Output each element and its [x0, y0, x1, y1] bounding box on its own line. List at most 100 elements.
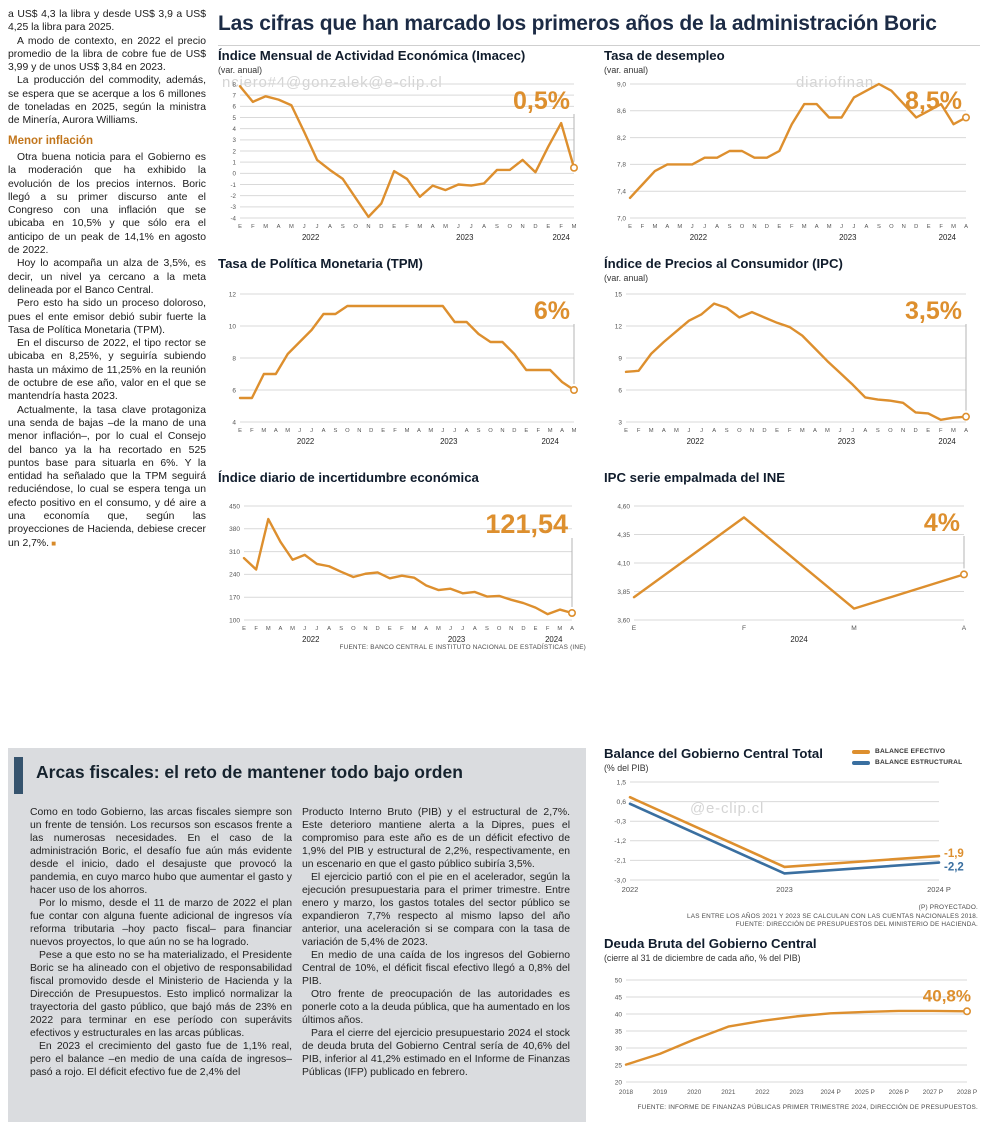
svg-text:-3,0: -3,0	[614, 877, 626, 884]
svg-text:10: 10	[229, 323, 237, 330]
imacec-line-chart: 8 7 6 5 4 3 2 1 0 -1 -2 -3 -4 E F M A M J J A S O N D E F M A M J J A S O N…	[218, 76, 586, 253]
svg-text:J: J	[688, 428, 691, 434]
svg-text:J: J	[461, 626, 464, 632]
paragraph: A modo de contexto, en 2022 el precio pr…	[8, 35, 206, 74]
legend-label: BALANCE EFECTIVO	[875, 748, 946, 755]
svg-text:2024: 2024	[541, 437, 559, 446]
svg-text:N: N	[500, 428, 504, 434]
svg-text:2023: 2023	[440, 437, 457, 446]
svg-text:A: A	[465, 428, 469, 434]
paragraph: Para el cierre del ejercicio presupuesta…	[302, 1028, 570, 1078]
watermark-text: diariofinan	[796, 74, 875, 91]
svg-text:J: J	[316, 224, 319, 230]
svg-text:J: J	[449, 626, 452, 632]
svg-text:M: M	[827, 224, 832, 230]
left-article-bottom: Otra buena noticia para el Gobierno es l…	[8, 151, 206, 550]
svg-text:A: A	[328, 224, 332, 230]
svg-text:2: 2	[233, 148, 237, 155]
article-end-icon: ■	[49, 538, 57, 548]
fiscal-article-box	[8, 748, 586, 1122]
svg-text:310: 310	[229, 549, 240, 556]
svg-text:-1,9: -1,9	[944, 848, 964, 860]
desempleo-chart-block: Tasa de desempleo (var. anual) 9,0 8,6 8,2…	[604, 48, 978, 253]
svg-text:-2: -2	[230, 193, 236, 200]
svg-text:A: A	[865, 224, 869, 230]
desempleo-chart-title: Tasa de desempleo	[604, 48, 725, 63]
svg-text:0,5%: 0,5%	[513, 87, 570, 115]
svg-text:2022: 2022	[687, 437, 704, 446]
deuda-chart-subtitle: (cierre al 31 de diciembre de cada año, …	[604, 953, 801, 963]
svg-text:J: J	[457, 224, 460, 230]
blue-line-swatch-icon	[852, 760, 870, 765]
svg-text:E: E	[546, 224, 550, 230]
balance-chart-notes: (P) PROYECTADO. LAS ENTRE LOS AÑOS 2021 …	[604, 904, 978, 930]
ipc-chart-title: Índice de Precios al Consumidor (IPC)	[604, 256, 843, 271]
svg-text:O: O	[889, 224, 894, 230]
svg-text:E: E	[926, 428, 930, 434]
svg-text:N: N	[901, 428, 905, 434]
svg-text:E: E	[777, 224, 781, 230]
svg-text:-4: -4	[230, 215, 236, 222]
svg-text:N: N	[509, 626, 513, 632]
svg-text:O: O	[488, 428, 493, 434]
svg-text:2022: 2022	[690, 233, 707, 242]
svg-text:F: F	[536, 428, 540, 434]
tpm-line-chart: 12 10 8 6 4 E F M A M J J A S O N D E F M A M J J A S O N D E F M A M 2022…	[218, 284, 586, 457]
ipc-empalmada-chart-title: IPC serie empalmada del INE	[604, 470, 786, 485]
svg-text:O: O	[345, 428, 350, 434]
imacec-chart-subtitle: (var. anual)	[218, 65, 263, 75]
svg-text:F: F	[546, 626, 550, 632]
left-article-subhead: Menor inflación	[8, 134, 93, 147]
svg-text:F: F	[788, 428, 792, 434]
svg-text:O: O	[497, 626, 502, 632]
svg-text:D: D	[521, 626, 525, 632]
svg-text:F: F	[254, 626, 258, 632]
deuda-chart-block: Deuda Bruta del Gobierno Central (cierre…	[604, 936, 979, 1103]
svg-text:A: A	[322, 428, 326, 434]
paragraph: Actualmente, la tasa clave protagoniza u…	[8, 404, 206, 549]
imacec-chart-block: Índice Mensual de Actividad Económica (I…	[218, 48, 586, 253]
svg-text:E: E	[524, 428, 528, 434]
page-title: Las cifras que han marcado los primeros …	[218, 12, 980, 46]
svg-text:6: 6	[232, 387, 236, 394]
watermark-text: nciero#4@gonzalek@e-clip.cl	[222, 74, 443, 91]
svg-text:50: 50	[615, 977, 623, 984]
svg-text:D: D	[533, 224, 537, 230]
balance-line-chart: 1,5 0,6 -0,3 -1,2 -2,1 -3,0 2022 2023 2024 P -1,9…	[604, 774, 979, 901]
svg-text:F: F	[393, 428, 397, 434]
tpm-chart-subtitle	[218, 273, 586, 284]
desempleo-line-chart: 9,0 8,6 8,2 7,8 7,4 7,0 E F M A M J J A S O N D E F M A M J J A S O…	[604, 76, 978, 253]
svg-text:S: S	[876, 428, 880, 434]
svg-text:D: D	[369, 428, 373, 434]
svg-text:S: S	[341, 224, 345, 230]
svg-text:M: M	[649, 428, 654, 434]
svg-text:M: M	[572, 224, 577, 230]
svg-text:-1: -1	[230, 182, 236, 189]
svg-text:J: J	[691, 224, 694, 230]
paragraph: Producto Interno Bruto (PIB) y el estruc…	[302, 807, 570, 870]
orange-line-swatch-icon	[852, 749, 870, 754]
legend-item-efectivo: BALANCE EFECTIVO	[852, 748, 962, 755]
svg-text:J: J	[840, 224, 843, 230]
svg-text:0,6: 0,6	[617, 799, 627, 806]
svg-text:O: O	[740, 224, 745, 230]
fiscal-article-col2: Producto Interno Bruto (PIB) y el estruc…	[302, 806, 570, 1079]
svg-text:2024 P: 2024 P	[927, 885, 951, 894]
svg-text:40: 40	[615, 1011, 623, 1018]
svg-text:M: M	[261, 428, 266, 434]
svg-text:M: M	[263, 224, 268, 230]
svg-text:2024: 2024	[545, 635, 563, 644]
svg-text:F: F	[405, 224, 409, 230]
svg-text:D: D	[379, 224, 383, 230]
svg-text:D: D	[765, 224, 769, 230]
title-accent-bar	[14, 757, 23, 794]
svg-text:E: E	[624, 428, 628, 434]
svg-text:S: S	[339, 626, 343, 632]
svg-text:2028 P: 2028 P	[957, 1089, 977, 1096]
svg-text:E: E	[927, 224, 931, 230]
balance-legend: BALANCE EFECTIVO BALANCE ESTRUCTURAL	[852, 748, 962, 766]
svg-text:M: M	[443, 224, 448, 230]
fiscal-article-col1: Como en todo Gobierno, las arcas fiscale…	[30, 806, 292, 1079]
svg-text:9: 9	[618, 355, 622, 362]
